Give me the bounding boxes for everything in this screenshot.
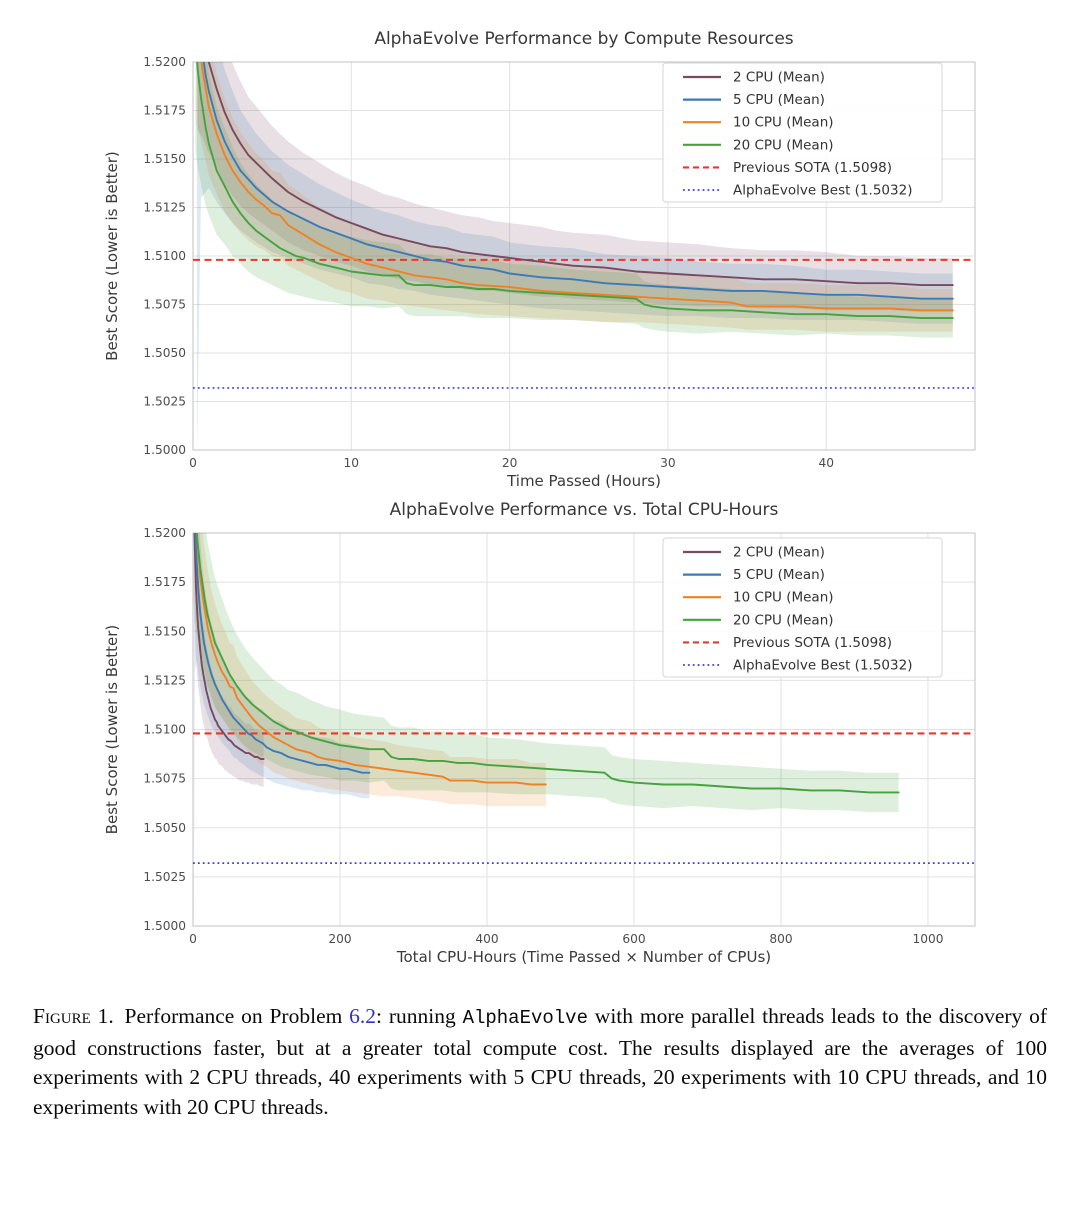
line-cpu2: [207, 62, 954, 287]
y-tick-label: 1.5025: [143, 395, 186, 409]
legend-label: 5 CPU (Mean): [733, 567, 825, 583]
y-axis-label: Best Score (Lower is Better): [103, 151, 121, 361]
y-tick-label: 1.5050: [143, 821, 186, 835]
figure-caption: Figure 1. Performance on Problem 6.2: ru…: [33, 1002, 1047, 1122]
x-tick-label: 400: [475, 932, 498, 946]
caption-text: Figure: [33, 1004, 91, 1028]
legend-label: 5 CPU (Mean): [733, 92, 825, 108]
mean-lines: [196, 62, 954, 320]
x-tick-label: 200: [328, 932, 351, 946]
x-tick-label: 10: [344, 456, 360, 470]
legend-label: 10 CPU (Mean): [733, 115, 834, 131]
plot-border: [192, 61, 976, 451]
figure-charts: 0 10 20 30 401.50001.50251.50501.50751.51001…: [103, 29, 976, 966]
x-axis-label: Total CPU-Hours (Time Passed × Number of…: [396, 948, 771, 966]
legend-box: [662, 62, 943, 203]
legend-label: 2 CPU (Mean): [733, 70, 825, 86]
band-cpu10: [196, 62, 953, 332]
line-cpu10: [200, 62, 954, 312]
caption-text: 1. Performance on Problem: [90, 1004, 350, 1028]
legend-label: AlphaEvolve Best (1.5032): [733, 183, 912, 199]
legend-label: AlphaEvolve Best (1.5032): [733, 658, 912, 674]
legend: 2 CPU (Mean) 5 CPU (Mean) 10 CPU (Mean) 20 …: [662, 537, 943, 678]
y-tick-label: 1.5175: [143, 575, 186, 589]
band-cpu2: [193, 533, 264, 787]
plot-border: [192, 532, 976, 927]
y-tick-label: 1.5200: [143, 526, 186, 540]
y-tick-label: 1.5075: [143, 298, 186, 312]
band-cpu20: [195, 533, 899, 812]
y-tick-label: 1.5150: [143, 152, 186, 166]
legend-label: Previous SOTA (1.5098): [733, 160, 892, 176]
band-cpu10: [194, 533, 546, 807]
line-cpu10: [195, 533, 547, 786]
mean-lines: [193, 533, 900, 794]
x-tick-label: 0: [189, 932, 197, 946]
band-cpu5: [197, 62, 953, 450]
x-tick-label: 40: [818, 456, 834, 470]
line-cpu20: [196, 62, 954, 320]
chart-title: AlphaEvolve Performance vs. Total CPU-Ho…: [390, 500, 779, 520]
legend: 2 CPU (Mean) 5 CPU (Mean) 10 CPU (Mean) 20 …: [662, 62, 943, 203]
y-tick-label: 1.5000: [143, 919, 186, 933]
y-tick-label: 1.5000: [143, 443, 186, 457]
x-tick-labels: 0 200 400 600 800 1000: [189, 932, 943, 946]
gridlines: [192, 532, 975, 927]
band-cpu5: [193, 533, 370, 926]
legend-label: Previous SOTA (1.5098): [733, 635, 892, 651]
caption-problem-link[interactable]: 6.2: [349, 1004, 377, 1028]
x-tick-labels: 0 10 20 30 40: [189, 456, 834, 470]
y-tick-label: 1.5100: [143, 249, 186, 263]
y-tick-label: 1.5125: [143, 673, 186, 687]
chart-cpu_hours: 0 200 400 600 800 1000 1.5000 1.5025 1.5050 1.507…: [103, 500, 976, 966]
x-axis-label: Time Passed (Hours): [506, 472, 661, 490]
y-tick-label: 1.5100: [143, 723, 186, 737]
chart-title: AlphaEvolve Performance by Compute Resou…: [374, 29, 793, 49]
x-tick-label: 600: [622, 932, 645, 946]
line-cpu5: [202, 62, 954, 300]
x-tick-label: 800: [769, 932, 792, 946]
y-tick-label: 1.5025: [143, 870, 186, 884]
x-tick-label: 20: [502, 456, 518, 470]
y-axis-label: Best Score (Lower is Better): [103, 625, 121, 835]
y-tick-label: 1.5175: [143, 104, 186, 118]
y-tick-label: 1.5075: [143, 772, 186, 786]
legend-box: [662, 537, 943, 678]
y-tick-label: 1.5200: [143, 55, 186, 69]
y-tick-labels: 1.5000 1.5025 1.5050 1.5075 1.5100 1.5125 1.51…: [143, 526, 186, 933]
caption-text: with more parallel threads leads to the …: [33, 1004, 1048, 1119]
line-cpu5: [194, 533, 371, 774]
line-cpu20: [195, 533, 900, 794]
caption-text: : running: [376, 1004, 463, 1028]
chart-time: 0 10 20 30 401.50001.50251.50501.50751.51001…: [103, 29, 976, 490]
y-tick-labels: 1.5000 1.5025 1.5050 1.5075 1.5100 1.5125 1.51…: [143, 55, 186, 457]
x-tick-label: 1000: [912, 932, 943, 946]
y-tick-label: 1.5125: [143, 201, 186, 215]
legend-label: 20 CPU (Mean): [733, 137, 834, 153]
legend-label: 2 CPU (Mean): [733, 545, 825, 561]
caption-text: AlphaEvolve: [462, 1007, 588, 1029]
y-tick-label: 1.5050: [143, 346, 186, 360]
legend-label: 20 CPU (Mean): [733, 612, 834, 628]
x-tick-label: 0: [189, 456, 197, 470]
legend-label: 10 CPU (Mean): [733, 590, 834, 606]
y-tick-label: 1.5150: [143, 624, 186, 638]
x-tick-label: 30: [660, 456, 676, 470]
line-cpu2: [193, 533, 265, 760]
confidence-bands: [193, 533, 899, 926]
